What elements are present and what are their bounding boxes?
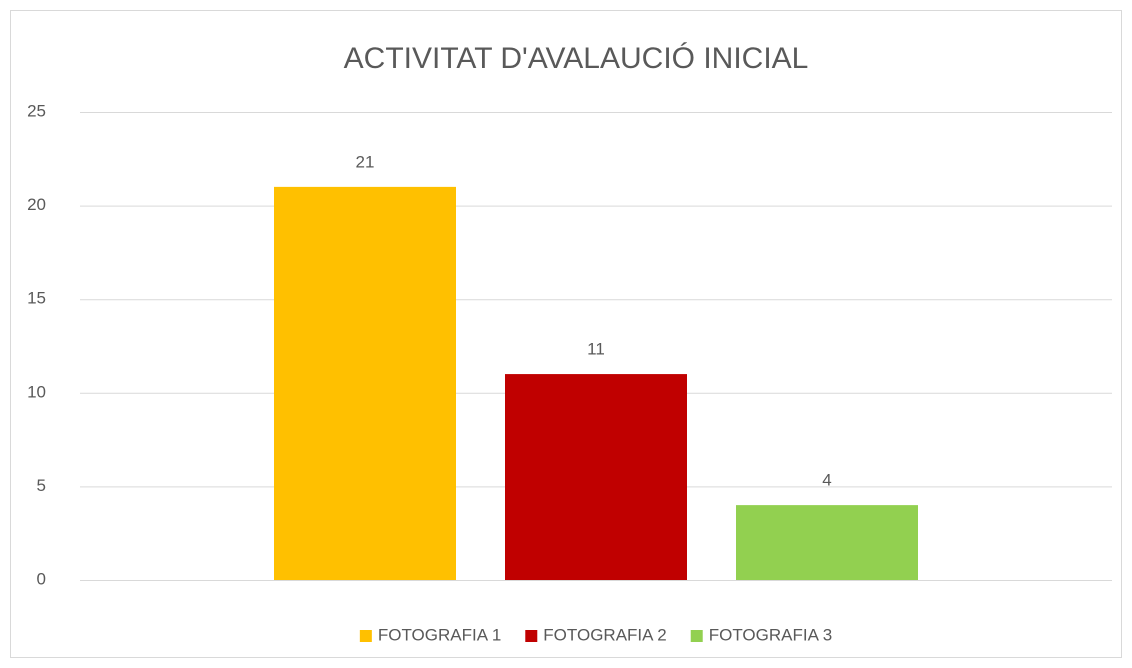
legend-swatch	[525, 630, 538, 642]
legend-swatch	[359, 630, 372, 642]
bar	[505, 374, 687, 580]
y-tick-label: 25	[27, 101, 46, 120]
y-tick-label: 5	[37, 476, 46, 495]
chart-title: ACTIVITAT D'AVALAUCIÓ INICIAL	[344, 42, 809, 75]
y-tick-label: 10	[27, 382, 46, 401]
data-label: 21	[356, 152, 375, 171]
bar	[274, 186, 456, 580]
y-tick-label: 0	[37, 569, 46, 588]
data-label: 11	[587, 340, 605, 359]
legend-label: FOTOGRAFIA 3	[709, 625, 832, 644]
data-label: 4	[822, 471, 831, 490]
legend-swatch	[690, 630, 703, 642]
y-tick-label: 20	[27, 195, 46, 214]
legend-label: FOTOGRAFIA 1	[378, 625, 501, 644]
bar	[736, 505, 918, 580]
y-tick-label: 15	[27, 289, 46, 308]
legend-label: FOTOGRAFIA 2	[543, 625, 666, 644]
